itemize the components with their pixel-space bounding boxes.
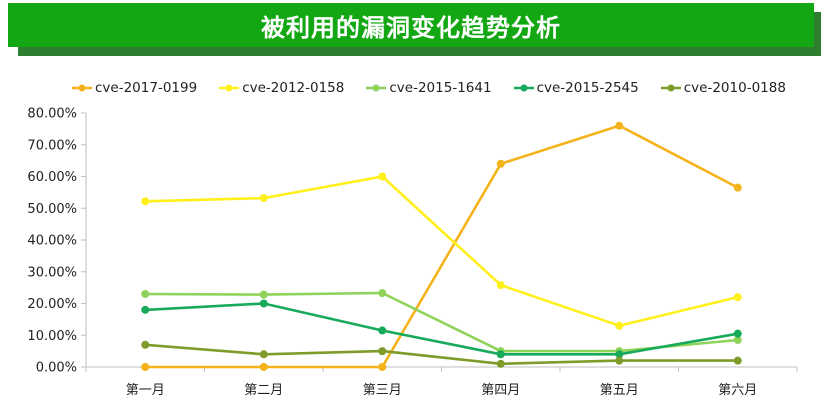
y-tick-label: 10.00% (27, 329, 77, 344)
y-tick-label: 40.00% (27, 234, 77, 249)
data-point-cve-2017-0199 (259, 363, 268, 371)
data-point-cve-2012-0158 (733, 293, 742, 302)
legend-label: cve-2012-0158 (242, 80, 345, 96)
data-point-cve-2010-0188 (615, 356, 624, 365)
legend-swatch (366, 84, 387, 92)
series-line-cve-2015-2545 (145, 302, 739, 356)
data-point-cve-2015-2545 (496, 350, 505, 359)
series-line-cve-2015-1641 (145, 291, 738, 353)
series-line-cve-2017-0199 (145, 124, 739, 369)
data-point-cve-2015-1641 (378, 289, 387, 298)
data-point-cve-2010-0188 (141, 340, 150, 349)
x-tick-label: 第一月 (126, 383, 165, 398)
data-point-cve-2012-0158 (496, 281, 505, 290)
data-point-cve-2010-0188 (378, 347, 387, 356)
legend-item: cve-2010-0188 (660, 80, 786, 96)
y-tick-label: 30.00% (27, 265, 77, 280)
data-point-cve-2017-0199 (733, 183, 742, 192)
legend-label: cve-2015-1641 (389, 80, 492, 96)
data-point-cve-2017-0199 (615, 121, 624, 130)
data-point-cve-2015-2545 (259, 299, 268, 308)
data-point-cve-2017-0199 (378, 363, 387, 371)
x-tick-label: 第三月 (363, 383, 402, 398)
data-point-cve-2017-0199 (141, 363, 150, 371)
data-point-cve-2012-0158 (141, 197, 150, 206)
data-point-cve-2015-2545 (378, 326, 387, 335)
data-point-cve-2017-0199 (496, 159, 505, 168)
chart-title: 被利用的漏洞变化趋势分析 (261, 13, 561, 42)
legend-swatch (219, 84, 240, 92)
y-tick-label: 20.00% (27, 297, 77, 312)
y-tick-label: 0.00% (36, 361, 77, 376)
data-point-cve-2015-1641 (733, 336, 742, 345)
y-tick-label: 50.00% (27, 202, 77, 217)
legend-label: cve-2015-2545 (536, 80, 639, 96)
title-banner: 被利用的漏洞变化趋势分析 (8, 3, 814, 47)
data-point-cve-2010-0188 (733, 356, 742, 365)
data-point-cve-2010-0188 (496, 359, 505, 368)
legend-item: cve-2015-1641 (366, 80, 492, 96)
y-tick-label: 70.00% (27, 138, 77, 153)
data-point-cve-2012-0158 (378, 172, 387, 181)
legend-item: cve-2017-0199 (72, 80, 197, 96)
series-line-cve-2012-0158 (145, 175, 739, 328)
data-point-cve-2010-0188 (259, 350, 268, 359)
y-tick-label: 60.00% (27, 170, 77, 185)
data-point-cve-2015-2545 (141, 305, 150, 314)
y-tick-label: 80.00% (27, 107, 77, 122)
legend-item: cve-2012-0158 (219, 80, 344, 96)
data-point-cve-2015-2545 (615, 350, 624, 359)
legend-label: cve-2010-0188 (683, 80, 786, 96)
x-tick-label: 第二月 (244, 383, 283, 398)
x-tick-label: 第五月 (600, 383, 639, 398)
x-tick-label: 第六月 (718, 383, 757, 398)
x-tick-label: 第四月 (481, 383, 520, 398)
legend-swatch (660, 84, 681, 92)
data-point-cve-2015-1641 (141, 289, 150, 298)
data-point-cve-2015-2545 (733, 329, 742, 338)
data-point-cve-2012-0158 (259, 194, 268, 203)
series-line-cve-2010-0188 (145, 343, 738, 366)
legend: cve-2017-0199 cve-2012-0158 cve-2015-1641 c… (72, 78, 786, 98)
legend-swatch (513, 84, 534, 92)
legend-swatch (72, 84, 92, 92)
legend-label: cve-2017-0199 (95, 80, 198, 96)
legend-item: cve-2015-2545 (513, 80, 639, 96)
data-point-cve-2012-0158 (615, 321, 624, 330)
data-point-cve-2015-1641 (259, 290, 268, 299)
